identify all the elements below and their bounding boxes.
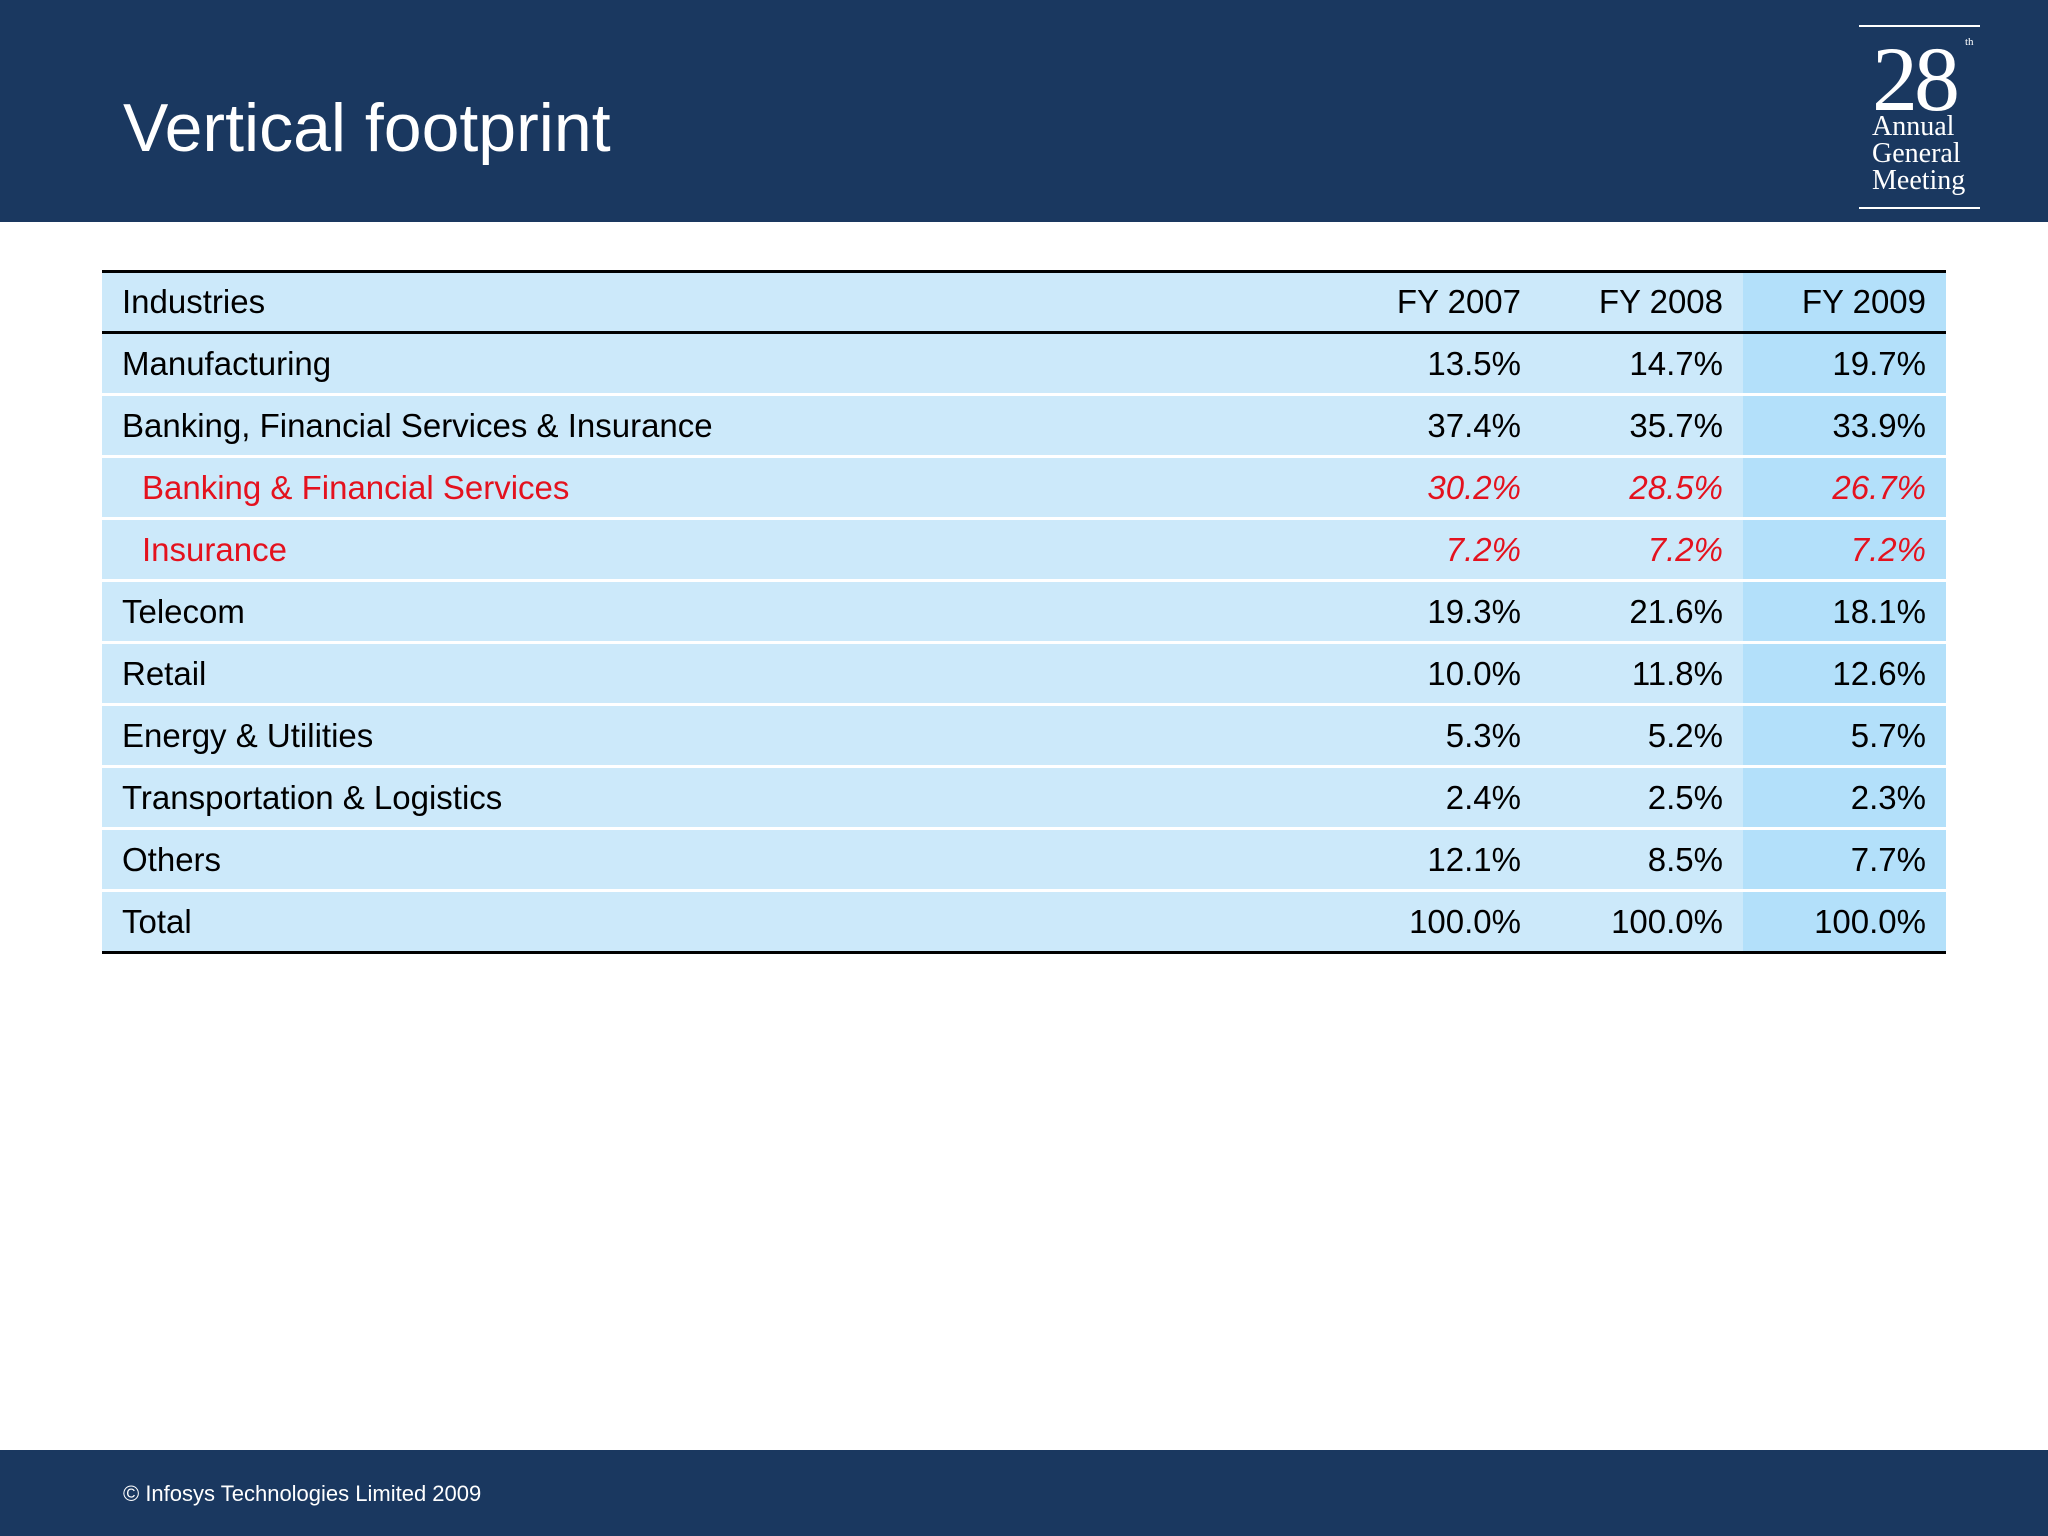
table-row: Others 12.1% 8.5% 7.7% xyxy=(102,828,1946,892)
table-row: Manufacturing 13.5% 14.7% 19.7% xyxy=(102,332,1946,396)
fy2007-cell: 100.0% xyxy=(1339,890,1541,954)
column-header-fy2007: FY 2007 xyxy=(1339,271,1541,334)
fy2009-cell: 7.2% xyxy=(1743,518,1946,582)
slide-title: Vertical footprint xyxy=(123,90,611,166)
fy2008-cell: 8.5% xyxy=(1541,828,1743,892)
fy2009-cell: 19.7% xyxy=(1743,332,1946,396)
slide-footer: © Infosys Technologies Limited 2009 xyxy=(0,1450,2048,1536)
agm-logo-line: Annual xyxy=(1872,111,1955,142)
fy2008-cell: 2.5% xyxy=(1541,766,1743,830)
table-header-row: Industries FY 2007 FY 2008 FY 2009 xyxy=(102,271,1946,334)
vertical-footprint-table: Industries FY 2007 FY 2008 FY 2009 Manuf… xyxy=(102,270,1946,954)
fy2007-cell: 5.3% xyxy=(1339,704,1541,768)
agm-logo-line: General xyxy=(1872,138,1961,169)
table-body: Manufacturing 13.5% 14.7% 19.7% Banking, Fin… xyxy=(102,332,1946,954)
industry-cell: Transportation & Logistics xyxy=(102,766,1339,830)
table-row: Transportation & Logistics 2.4% 2.5% 2.3% xyxy=(102,766,1946,830)
fy2008-cell: 14.7% xyxy=(1541,332,1743,396)
table-row: Banking, Financial Services & Insurance 3… xyxy=(102,394,1946,458)
fy2007-cell: 10.0% xyxy=(1339,642,1541,706)
industry-cell: Energy & Utilities xyxy=(102,704,1339,768)
industry-cell: Retail xyxy=(102,642,1339,706)
fy2007-cell: 13.5% xyxy=(1339,332,1541,396)
industry-cell: Others xyxy=(102,828,1339,892)
agm-logo: 28 th Annual General Meeting xyxy=(1859,25,1980,209)
industry-cell: Telecom xyxy=(102,580,1339,644)
fy2009-cell: 5.7% xyxy=(1743,704,1946,768)
column-header-industries: Industries xyxy=(102,271,1339,334)
table-row: Retail 10.0% 11.8% 12.6% xyxy=(102,642,1946,706)
column-header-fy2009: FY 2009 xyxy=(1743,271,1946,334)
fy2009-cell: 26.7% xyxy=(1743,456,1946,520)
industry-cell: Banking, Financial Services & Insurance xyxy=(102,394,1339,458)
industry-cell: Banking & Financial Services xyxy=(102,456,1339,520)
fy2008-cell: 5.2% xyxy=(1541,704,1743,768)
slide-header: Vertical footprint 28 th Annual General … xyxy=(0,0,2048,222)
fy2009-cell: 7.7% xyxy=(1743,828,1946,892)
table-row: Total 100.0% 100.0% 100.0% xyxy=(102,890,1946,954)
fy2007-cell: 2.4% xyxy=(1339,766,1541,830)
fy2007-cell: 7.2% xyxy=(1339,518,1541,582)
fy2008-cell: 21.6% xyxy=(1541,580,1743,644)
fy2009-cell: 2.3% xyxy=(1743,766,1946,830)
fy2007-cell: 30.2% xyxy=(1339,456,1541,520)
fy2009-cell: 18.1% xyxy=(1743,580,1946,644)
industry-cell: Insurance xyxy=(102,518,1339,582)
column-header-fy2008: FY 2008 xyxy=(1541,271,1743,334)
fy2007-cell: 19.3% xyxy=(1339,580,1541,644)
agm-logo-words: Annual General Meeting xyxy=(1872,111,1966,196)
fy2009-cell: 12.6% xyxy=(1743,642,1946,706)
fy2007-cell: 37.4% xyxy=(1339,394,1541,458)
agm-logo-number: 28 xyxy=(1872,28,1960,130)
agm-logo-superscript: th xyxy=(1965,36,1974,48)
industry-cell: Manufacturing xyxy=(102,332,1339,396)
fy2008-cell: 28.5% xyxy=(1541,456,1743,520)
fy2008-cell: 35.7% xyxy=(1541,394,1743,458)
fy2007-cell: 12.1% xyxy=(1339,828,1541,892)
copyright-text: © Infosys Technologies Limited 2009 xyxy=(123,1481,482,1506)
fy2009-cell: 100.0% xyxy=(1743,890,1946,954)
table-subrow: Banking & Financial Services 30.2% 28.5% 26… xyxy=(102,456,1946,520)
fy2008-cell: 100.0% xyxy=(1541,890,1743,954)
agm-logo-line: Meeting xyxy=(1872,165,1966,196)
table-subrow: Insurance 7.2% 7.2% 7.2% xyxy=(102,518,1946,582)
table-row: Energy & Utilities 5.3% 5.2% 5.7% xyxy=(102,704,1946,768)
table-row: Telecom 19.3% 21.6% 18.1% xyxy=(102,580,1946,644)
fy2008-cell: 11.8% xyxy=(1541,642,1743,706)
fy2009-cell: 33.9% xyxy=(1743,394,1946,458)
industry-cell: Total xyxy=(102,890,1339,954)
fy2008-cell: 7.2% xyxy=(1541,518,1743,582)
